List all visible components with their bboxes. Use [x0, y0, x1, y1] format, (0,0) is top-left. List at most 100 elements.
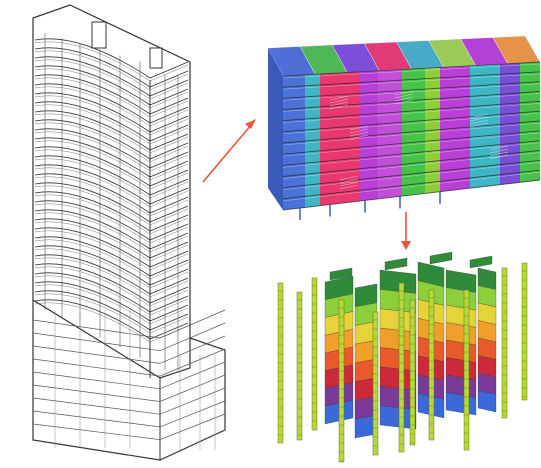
floor-slab-line: [34, 221, 189, 262]
floor-slab-line: [34, 245, 189, 286]
arrow-right-icon: [202, 119, 256, 183]
mesh-hatch: [469, 122, 489, 128]
mesh-hatch: [489, 145, 509, 151]
floor-slab-line: [34, 122, 189, 163]
floor-slab-line: [34, 227, 189, 268]
floor-slab-line: [34, 38, 189, 79]
mesh-hatch: [339, 181, 359, 187]
floor-slab-line: [34, 56, 189, 97]
floor-slab-line: [34, 92, 189, 133]
floor-slab-line: [34, 254, 189, 295]
floor-slab-line: [34, 257, 189, 298]
floor-slab-line: [34, 119, 189, 160]
floor-slab-edge: [282, 150, 541, 177]
podium-floor-line: [32, 348, 226, 377]
floor-slab-line: [34, 281, 189, 322]
floor-slab-line: [34, 95, 189, 136]
column: [428, 289, 435, 441]
floor-slab-line: [34, 137, 189, 178]
column: [398, 282, 405, 453]
floor-slab-line: [34, 191, 189, 232]
floor-slab-line: [34, 266, 189, 307]
floor-slab-edge: [282, 112, 541, 135]
podium-floor-line: [32, 361, 226, 390]
floor-slab-edge: [282, 73, 541, 90]
floor-slab-line: [34, 140, 189, 181]
mesh-hatch: [349, 131, 369, 137]
wall-top-segment: [329, 267, 353, 281]
floor-slab-line: [34, 101, 189, 142]
floor-slab-edge: [282, 61, 541, 77]
mesh-hatch: [329, 95, 349, 101]
floor-slab-line: [34, 248, 189, 289]
floor-slab-line: [34, 284, 189, 325]
floor-slab-line: [34, 176, 189, 217]
floor-slab-line: [34, 86, 189, 127]
mesh-hatch: [469, 113, 489, 119]
floor-slab-line: [34, 68, 189, 109]
floor-side-face: [268, 48, 283, 210]
mesh-hatch: [349, 134, 369, 140]
floor-slab-line: [34, 272, 189, 313]
floor-slab-line: [34, 209, 189, 250]
floor-slab-line: [34, 275, 189, 316]
floor-slab-edge: [282, 103, 541, 123]
column: [372, 311, 379, 456]
floor-slab-line: [34, 131, 189, 172]
floor-slab-line: [34, 50, 189, 91]
podium-floor-line: [32, 335, 226, 364]
floor-slab-edge: [282, 179, 541, 211]
floor-slab-line: [34, 104, 189, 145]
mesh-hatch: [469, 116, 489, 122]
tower-outline: [32, 4, 191, 379]
podium-floor-line: [32, 387, 226, 415]
floor-slab-line: [34, 164, 189, 205]
podium-floor-line: [32, 322, 226, 352]
mesh-hatch: [394, 99, 414, 105]
floor-slab-line: [34, 41, 189, 82]
floor-slab-line: [34, 194, 189, 235]
mesh-hatch: [394, 96, 414, 102]
mesh-hatch: [489, 154, 509, 160]
mesh-hatch: [349, 125, 369, 131]
floor-slab-edge: [282, 152, 541, 179]
column: [296, 291, 303, 441]
roof-block: [91, 21, 107, 49]
mesh-hatch: [489, 151, 509, 157]
floor-slab-line: [34, 173, 189, 214]
floor-slab-edge: [282, 110, 541, 133]
colored-wall-column-icon: [277, 251, 528, 463]
floor-slab-line: [34, 155, 189, 196]
floor-slab-edge: [282, 169, 541, 200]
podium-floor-line: [32, 309, 226, 339]
podium-outline: [32, 300, 226, 461]
arrow-down-icon: [401, 212, 411, 250]
floor-slab-line: [34, 146, 189, 187]
floor-slab-line: [34, 236, 189, 277]
floor-slab-edge: [282, 130, 541, 155]
mesh-hatch: [339, 184, 359, 190]
floor-slab-line: [34, 128, 189, 169]
mesh-hatch: [329, 104, 349, 110]
floor-slab-edge: [282, 83, 541, 101]
floor-slab-line: [34, 167, 189, 208]
floor-slab-line: [34, 293, 189, 334]
column: [409, 299, 416, 446]
wall-top-segment: [429, 251, 453, 265]
floor-slab-line: [34, 263, 189, 304]
floor-slab-line: [34, 59, 189, 100]
floor-slab-line: [34, 77, 189, 118]
mesh-hatch: [329, 98, 349, 104]
floor-slab-line: [34, 65, 189, 106]
floor-slab-edge: [282, 132, 541, 157]
floor-slab-line: [34, 299, 189, 340]
podium-floor-line: [32, 413, 226, 440]
shear-wall-segment: [477, 390, 497, 413]
floor-slab-edge: [282, 120, 541, 144]
podium-floor-line: [32, 374, 226, 402]
mesh-hatch: [339, 175, 359, 181]
mesh-hatch: [349, 128, 369, 134]
floor-slab-line: [34, 182, 189, 223]
floor-slab-edge: [282, 122, 541, 146]
